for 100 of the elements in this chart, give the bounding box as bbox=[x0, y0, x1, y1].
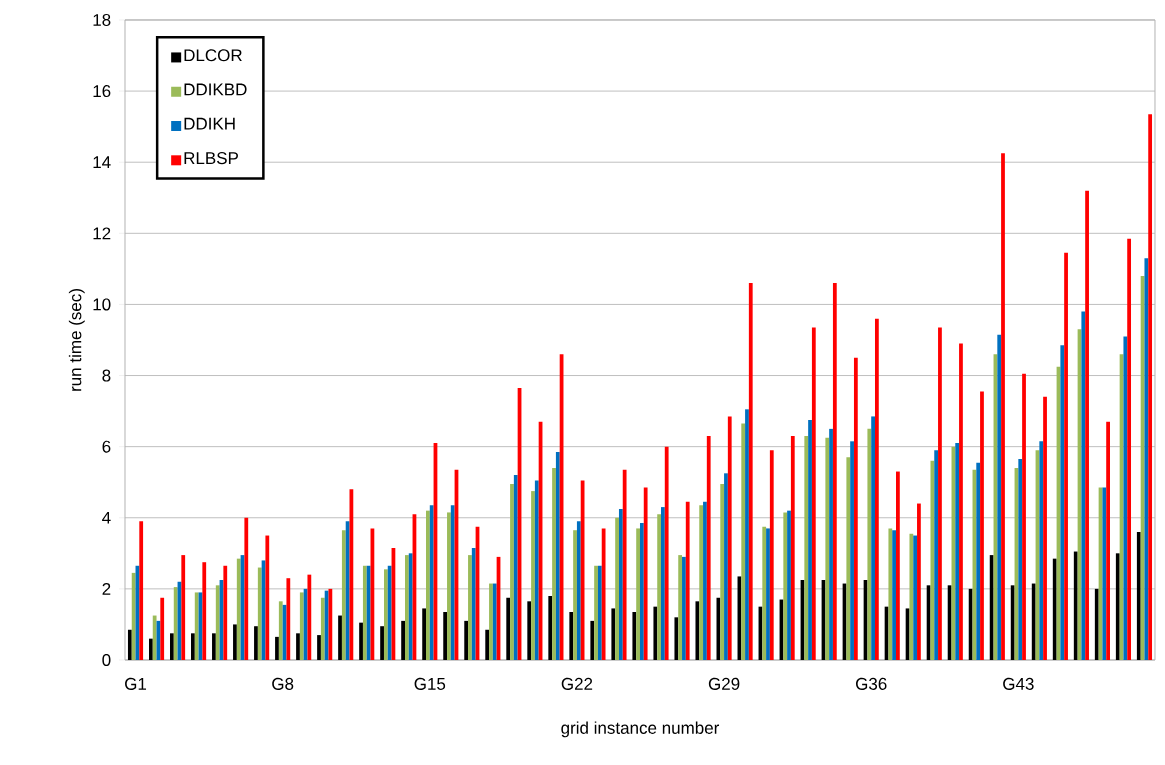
bar bbox=[896, 471, 900, 660]
bar bbox=[727, 416, 732, 660]
y-tick-label: 18 bbox=[93, 13, 111, 27]
bar bbox=[1001, 153, 1005, 660]
bar bbox=[1073, 551, 1078, 660]
x-tick-label: G22 bbox=[561, 677, 593, 690]
bar bbox=[513, 475, 518, 660]
bar bbox=[930, 460, 935, 660]
bar bbox=[341, 530, 346, 660]
bar bbox=[1039, 441, 1044, 660]
legend-label: DDIKBD bbox=[184, 83, 247, 96]
bar bbox=[492, 583, 497, 660]
bar bbox=[328, 588, 333, 660]
bar bbox=[720, 483, 725, 660]
bar bbox=[703, 501, 707, 660]
bar bbox=[489, 583, 493, 660]
bar bbox=[359, 622, 363, 660]
bar bbox=[787, 510, 791, 660]
legend-label: RLBSP bbox=[184, 152, 238, 165]
bar bbox=[846, 457, 851, 660]
bar bbox=[653, 606, 658, 660]
bar bbox=[127, 629, 132, 660]
bar bbox=[152, 615, 157, 660]
bar bbox=[1052, 558, 1057, 660]
bar bbox=[790, 435, 795, 660]
bar bbox=[236, 558, 241, 660]
bar bbox=[181, 555, 186, 660]
bar bbox=[1123, 336, 1128, 660]
bar bbox=[139, 521, 144, 660]
bar bbox=[1115, 553, 1120, 660]
bar bbox=[947, 585, 952, 660]
bar bbox=[191, 633, 195, 660]
bar bbox=[825, 437, 830, 660]
bar bbox=[639, 523, 644, 660]
bar bbox=[1031, 583, 1036, 660]
bar bbox=[131, 572, 136, 660]
bar bbox=[695, 601, 700, 660]
bar bbox=[1127, 238, 1132, 660]
bar bbox=[1102, 487, 1107, 660]
bar bbox=[383, 569, 388, 660]
bar bbox=[362, 565, 367, 660]
bar bbox=[468, 555, 472, 660]
bar bbox=[548, 595, 553, 660]
legend-label: DLCOR bbox=[184, 49, 242, 62]
bar bbox=[257, 567, 262, 660]
bar bbox=[657, 514, 662, 660]
x-tick-label: G1 bbox=[125, 677, 147, 690]
bar bbox=[699, 505, 704, 660]
x-tick-label: G36 bbox=[856, 677, 887, 690]
bar bbox=[1085, 190, 1089, 660]
bar bbox=[349, 489, 354, 660]
bar bbox=[447, 512, 451, 660]
bar bbox=[569, 611, 574, 660]
bar bbox=[429, 505, 434, 660]
bar bbox=[1043, 396, 1047, 660]
bar bbox=[387, 565, 392, 660]
bar bbox=[867, 428, 872, 660]
bar bbox=[471, 547, 476, 660]
bar bbox=[254, 626, 258, 660]
bar bbox=[955, 443, 960, 660]
bar bbox=[590, 620, 595, 660]
bar bbox=[531, 491, 535, 660]
bar bbox=[278, 601, 283, 660]
bar bbox=[762, 526, 767, 660]
bar bbox=[275, 636, 279, 660]
bar bbox=[850, 441, 854, 660]
bar bbox=[422, 608, 427, 660]
bar bbox=[783, 512, 788, 660]
y-tick-label: 14 bbox=[93, 156, 111, 169]
bar bbox=[980, 391, 984, 660]
x-tick-label: G43 bbox=[1003, 677, 1034, 690]
bar bbox=[976, 462, 981, 660]
x-tick-label: G15 bbox=[414, 677, 446, 690]
bar bbox=[443, 611, 448, 660]
bar bbox=[682, 556, 686, 660]
bar bbox=[615, 517, 619, 660]
bar bbox=[636, 528, 640, 660]
bar bbox=[534, 480, 539, 660]
y-tick-label: 4 bbox=[102, 511, 111, 524]
bar bbox=[724, 473, 728, 660]
bar bbox=[909, 533, 914, 660]
bar bbox=[913, 535, 918, 660]
bar bbox=[173, 587, 178, 660]
bar bbox=[934, 450, 939, 660]
bar bbox=[748, 283, 753, 660]
bar bbox=[286, 578, 291, 660]
bar bbox=[506, 597, 511, 660]
legend-label: DDIKH bbox=[184, 117, 235, 130]
y-tick-label: 2 bbox=[102, 582, 111, 595]
y-tick-label: 0 bbox=[102, 653, 111, 667]
bar bbox=[317, 635, 321, 660]
bar bbox=[741, 423, 746, 660]
bar bbox=[769, 450, 774, 660]
bar bbox=[212, 633, 216, 660]
bar bbox=[299, 592, 304, 660]
bar bbox=[959, 343, 963, 660]
y-axis-title: run time (sec) bbox=[68, 289, 85, 391]
bar bbox=[404, 555, 409, 660]
bar bbox=[829, 428, 833, 660]
bar bbox=[917, 503, 921, 660]
